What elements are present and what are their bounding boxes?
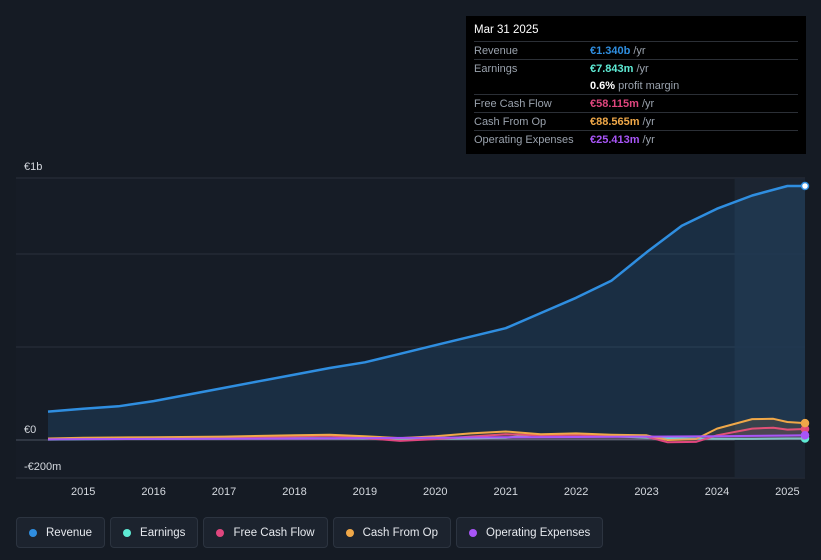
legend-item-revenue[interactable]: Revenue [16, 517, 106, 548]
legend-label: Cash From Op [362, 526, 439, 539]
tooltip-value: 0.6% [590, 79, 616, 92]
tooltip-value: €1.340b [590, 44, 631, 57]
tooltip-unit: /yr [642, 115, 655, 128]
legend-dot [345, 528, 354, 537]
legend-label: Free Cash Flow [233, 526, 315, 539]
tooltip-value: €88.565m [590, 115, 640, 128]
x-tick-label: 2023 [634, 486, 658, 498]
grid-layer [16, 177, 805, 479]
y-tick-label: €1b [24, 161, 42, 173]
revenue-end-point [800, 181, 810, 191]
legend: Revenue Earnings Free Cash Flow Cash Fro… [16, 517, 604, 548]
revenue-area [48, 186, 805, 440]
x-tick-label: 2019 [353, 486, 377, 498]
tooltip-row-cash-from-op: Cash From Op €88.565m /yr [474, 112, 798, 130]
tooltip-value: €7.843m [590, 62, 634, 75]
operating-expenses-line [47, 434, 806, 441]
tooltip-row-revenue: Revenue €1.340b /yr [474, 41, 798, 59]
legend-dot [123, 528, 132, 537]
cash-from-op-line [47, 417, 806, 441]
x-tick-label: 2021 [493, 486, 517, 498]
tooltip-unit: profit margin [618, 79, 680, 92]
x-tick-label: 2017 [212, 486, 236, 498]
series-layer [47, 181, 810, 444]
legend-dot [469, 528, 478, 537]
x-tick-label: 2015 [71, 486, 95, 498]
tooltip-unit: /yr [642, 133, 655, 146]
tooltip-unit: /yr [641, 97, 655, 110]
tooltip-label: Operating Expenses [474, 133, 574, 146]
x-tick-label: 2024 [705, 486, 729, 498]
operating-expenses-end-point [800, 431, 810, 440]
tooltip-row-earnings: Earnings €7.843m /yr [474, 59, 798, 77]
tooltip-unit: /yr [636, 62, 649, 75]
tooltip-panel: Mar 31 2025 Revenue €1.340b /yr Earnings… [466, 16, 806, 154]
x-tick-label: 2020 [423, 486, 447, 498]
tooltip-label: Revenue [474, 44, 519, 57]
legend-dot [216, 528, 225, 537]
tooltip-row-margin: 0.6% profit margin [474, 77, 798, 94]
x-tick-label: 2022 [564, 486, 588, 498]
legend-dot [29, 528, 37, 537]
y-tick-label: -€200m [24, 461, 61, 473]
tooltip-label: Cash From Op [474, 115, 547, 128]
tooltip-row-operating-expenses: Operating Expenses €25.413m /yr [474, 130, 798, 148]
legend-item-free-cash-flow[interactable]: Free Cash Flow [203, 517, 328, 548]
legend-item-cash-from-op[interactable]: Cash From Op [332, 517, 452, 548]
tooltip-row-free-cash-flow: Free Cash Flow €58.115m /yr [474, 94, 798, 112]
x-tick-label: 2025 [775, 486, 799, 498]
cash-from-op-end-point [800, 418, 810, 428]
legend-label: Operating Expenses [486, 526, 591, 539]
x-tick-label: 2016 [141, 486, 165, 498]
legend-label: Revenue [46, 526, 93, 539]
axis-layer: €1b €0 -€200m 2015 2016 2017 2018 2019 2020 2021 2… [24, 161, 800, 498]
plot-background [16, 178, 805, 478]
legend-label: Earnings [140, 526, 186, 539]
tooltip-value: €25.413m [590, 133, 640, 146]
tooltip-date: Mar 31 2025 [474, 24, 539, 36]
tooltip-value: €58.115m [590, 97, 639, 110]
tooltip-label: Free Cash Flow [474, 97, 552, 110]
legend-item-earnings[interactable]: Earnings [110, 517, 199, 548]
x-tick-label: 2018 [282, 486, 306, 498]
tooltip-label: Earnings [474, 62, 518, 75]
legend-item-operating-expenses[interactable]: Operating Expenses [456, 517, 604, 548]
revenue-line [47, 184, 805, 413]
y-tick-label: €0 [24, 424, 36, 436]
tooltip-unit: /yr [633, 44, 646, 57]
